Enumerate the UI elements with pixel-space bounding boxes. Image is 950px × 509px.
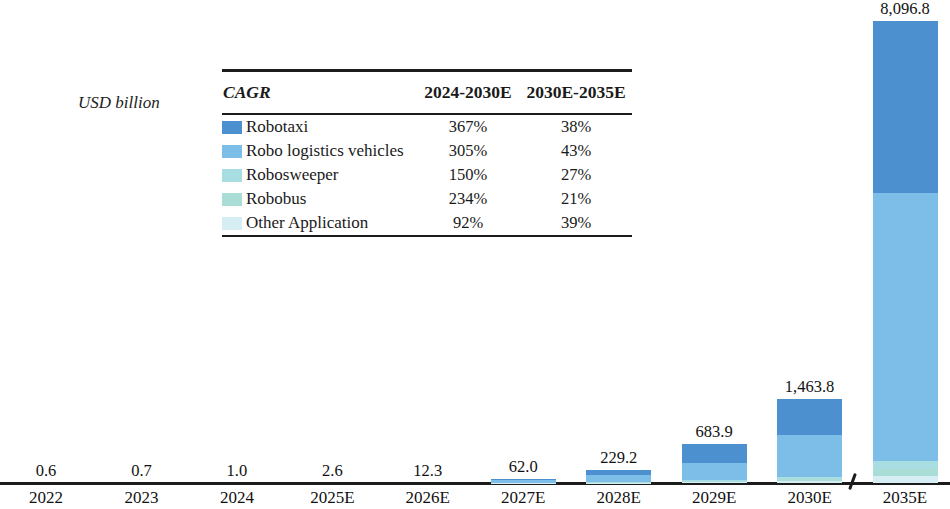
- legend-label: Robo logistics vehicles: [246, 141, 404, 161]
- legend-cagr-2024-2030e: 234%: [416, 189, 520, 209]
- legend-label: Robotaxi: [246, 117, 308, 137]
- bar-segment-robosweeper: [873, 461, 938, 469]
- legend-cagr-2030e-2035e: 38%: [520, 117, 632, 137]
- legend-label: Robobus: [246, 189, 306, 209]
- legend-swatch-robosweeper: [222, 169, 242, 182]
- legend-label-cell: Robotaxi: [222, 117, 416, 137]
- legend-column-header-2024-2030e: 2024-2030E: [416, 82, 520, 103]
- legend-swatch-robobus: [222, 193, 242, 206]
- bar-total-label-2035e: 8,096.8: [840, 0, 950, 18]
- legend-cagr-2030e-2035e: 39%: [520, 213, 632, 233]
- legend-cagr-2030e-2035e: 27%: [520, 165, 632, 185]
- cagr-legend-table: CAGR 2024-2030E 2030E-2035E Robotaxi 367%…: [222, 69, 632, 237]
- legend-row-robosweeper: Robosweeper 150%27%: [222, 163, 632, 187]
- bar-segment-other-application: [682, 482, 747, 483]
- legend-row-other-application: Other Application 92%39%: [222, 211, 632, 235]
- legend-table-body: Robotaxi 367%38% Robo logistics vehicles 30…: [222, 115, 632, 235]
- bar-total-label-2028e: 229.2: [554, 449, 684, 467]
- bar-2027e: [491, 479, 556, 483]
- legend-label: Other Application: [246, 213, 368, 233]
- legend-row-robotaxi: Robotaxi 367%38%: [222, 115, 632, 139]
- bar-segment-robotaxi: [682, 444, 747, 463]
- legend-cagr-2030e-2035e: 21%: [520, 189, 632, 209]
- bar-segment-robobus: [873, 469, 938, 476]
- legend-cagr-2024-2030e: 92%: [416, 213, 520, 233]
- bar-segment-robo-logistics-vehicles: [586, 475, 651, 482]
- chart-canvas: USD billion CAGR 2024-2030E 2030E-2035E …: [0, 0, 950, 509]
- bar-segment-robo-logistics-vehicles: [873, 193, 938, 461]
- y-axis-unit-label: USD billion: [78, 93, 160, 113]
- x-tick-2035e: 2035E: [840, 488, 950, 508]
- legend-label-cell: Robobus: [222, 189, 416, 209]
- legend-label-cell: Other Application: [222, 213, 416, 233]
- legend-row-robo-logistics-vehicles: Robo logistics vehicles 305%43%: [222, 139, 632, 163]
- legend-label-cell: Robo logistics vehicles: [222, 141, 416, 161]
- legend-swatch-other-application: [222, 217, 242, 230]
- bar-total-label-2029e: 683.9: [649, 423, 779, 441]
- legend-cagr-2030e-2035e: 43%: [520, 141, 632, 161]
- bar-segment-robotaxi: [777, 399, 842, 435]
- bar-2035e: [873, 21, 938, 483]
- legend-row-robobus: Robobus 234%21%: [222, 187, 632, 211]
- bar-2028e: [586, 470, 651, 483]
- bar-segment-robo-logistics-vehicles: [777, 435, 842, 476]
- bar-total-label-2030e: 1,463.8: [745, 378, 875, 396]
- bar-segment-other-application: [873, 476, 938, 483]
- bar-2030e: [777, 399, 842, 483]
- legend-cagr-2024-2030e: 367%: [416, 117, 520, 137]
- legend-table-title: CAGR: [222, 82, 416, 103]
- legend-cagr-2024-2030e: 305%: [416, 141, 520, 161]
- legend-column-header-2030e-2035e: 2030E-2035E: [520, 82, 632, 103]
- legend-cagr-2024-2030e: 150%: [416, 165, 520, 185]
- bar-segment-other-application: [777, 481, 842, 483]
- legend-swatch-robotaxi: [222, 121, 242, 134]
- legend-table-header: CAGR 2024-2030E 2030E-2035E: [222, 72, 632, 115]
- bar-2029e: [682, 444, 747, 483]
- legend-swatch-robo-logistics-vehicles: [222, 145, 242, 158]
- bar-segment-robo-logistics-vehicles: [682, 463, 747, 480]
- bar-segment-robotaxi: [873, 21, 938, 193]
- legend-label-cell: Robosweeper: [222, 165, 416, 185]
- legend-label: Robosweeper: [246, 165, 339, 185]
